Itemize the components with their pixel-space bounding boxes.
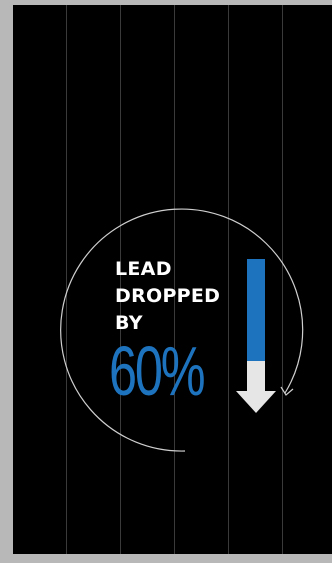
grid-line — [66, 5, 67, 554]
down-arrow-icon — [236, 259, 276, 413]
circular-arrow-icon — [60, 208, 304, 452]
grid-line — [120, 5, 121, 554]
headline: LEAD DROPPED BY — [115, 256, 245, 337]
grid-line — [282, 5, 283, 554]
grid-line — [228, 5, 229, 554]
infographic-panel: LEAD DROPPED BY 60% — [13, 5, 332, 554]
headline-line: BY — [115, 312, 143, 334]
grid-line — [174, 5, 175, 554]
headline-line: DROPPED — [115, 285, 221, 307]
headline-line: LEAD — [115, 258, 172, 280]
percent-value: 60% — [109, 332, 206, 410]
infographic-graphic — [60, 208, 304, 452]
